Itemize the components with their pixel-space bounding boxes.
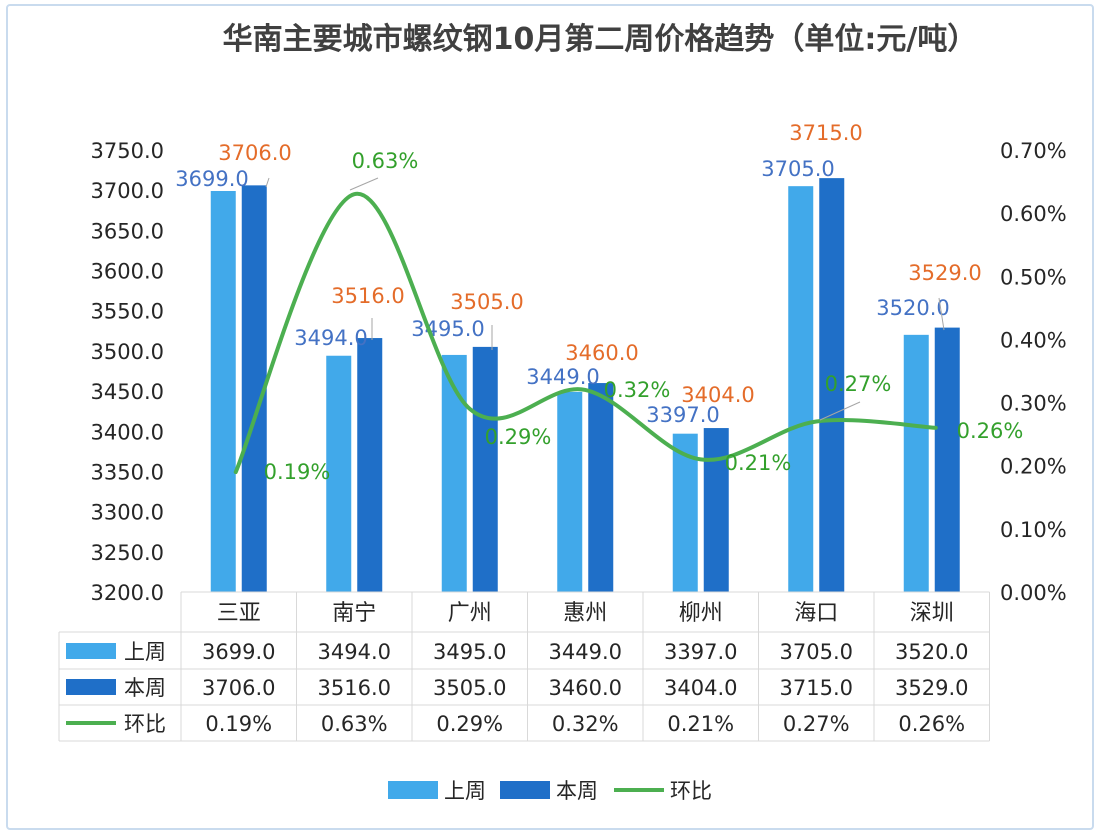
bar-上周 — [672, 433, 698, 592]
table-cell: 0.19% — [205, 712, 272, 736]
y-right-tick-label: 0.70% — [1000, 139, 1067, 163]
bar-data-label: 3495.0 — [411, 317, 484, 341]
bar-本周 — [703, 428, 729, 592]
line-data-label: 0.27% — [825, 372, 892, 396]
table-cell: 0.26% — [898, 712, 965, 736]
legend-key-本周 — [500, 781, 550, 799]
y-left-tick-label: 3500.0 — [91, 340, 164, 364]
line-series-环比 — [233, 192, 938, 475]
legend-label: 上周 — [444, 779, 486, 803]
table-legend-key-本周 — [66, 679, 116, 695]
y-left-tick-label: 3200.0 — [91, 581, 164, 605]
y-right-tick-label: 0.10% — [1000, 518, 1067, 542]
y-right-tick-label: 0.30% — [1000, 392, 1067, 416]
table-cell: 3495.0 — [433, 640, 506, 664]
table-cell: 0.21% — [667, 712, 734, 736]
legend-key-上周 — [388, 781, 438, 799]
y-right-tick-label: 0.00% — [1000, 581, 1067, 605]
line-data-label: 0.19% — [264, 460, 331, 484]
table-cell: 3705.0 — [780, 640, 853, 664]
table-legend-key-上周 — [66, 643, 116, 659]
line-data-label: 0.21% — [725, 451, 792, 475]
y-left-tick-label: 3400.0 — [91, 420, 164, 444]
bar-上周 — [903, 334, 929, 592]
table-cell: 3520.0 — [895, 640, 968, 664]
bar-上周 — [788, 186, 814, 592]
table-cell: 0.32% — [552, 712, 619, 736]
bar-本周 — [588, 383, 614, 592]
bar-data-label: 3404.0 — [681, 383, 754, 407]
y-right-tick-label: 0.20% — [1000, 455, 1067, 479]
bar-本周 — [357, 338, 383, 592]
table-cell: 0.27% — [783, 712, 850, 736]
bar-本周 — [472, 346, 498, 592]
bar-上周 — [210, 190, 236, 592]
line-data-label: 0.32% — [604, 378, 671, 402]
bar-data-label: 3715.0 — [789, 121, 862, 145]
y-left-tick-label: 3300.0 — [91, 501, 164, 525]
table-row-header: 上周 — [124, 640, 166, 664]
y-left-tick-label: 3450.0 — [91, 380, 164, 404]
table-cell: 3715.0 — [780, 676, 853, 700]
label-leader-line — [819, 401, 861, 421]
table-cell: 3404.0 — [664, 676, 737, 700]
category-label: 深圳 — [910, 601, 954, 626]
table-cell: 0.29% — [436, 712, 503, 736]
y-left-tick-label: 3550.0 — [91, 300, 164, 324]
category-label: 柳州 — [679, 601, 723, 626]
bar-data-label: 3505.0 — [450, 290, 523, 314]
bar-上周 — [557, 391, 583, 592]
bar-data-label: 3706.0 — [218, 141, 291, 165]
y-right-tick-label: 0.50% — [1000, 265, 1067, 289]
table-cell: 3460.0 — [549, 676, 622, 700]
line-data-label: 0.63% — [352, 149, 419, 173]
category-label: 惠州 — [563, 601, 607, 626]
table-cell: 3699.0 — [202, 640, 275, 664]
bar-上周 — [326, 355, 352, 592]
y-left-tick-label: 3600.0 — [91, 260, 164, 284]
bar-data-label: 3705.0 — [761, 157, 834, 181]
line-data-label: 0.26% — [957, 419, 1024, 443]
y-right-tick-label: 0.40% — [1000, 328, 1067, 352]
table-cell: 3397.0 — [664, 640, 737, 664]
y-left-tick-label: 3650.0 — [91, 219, 164, 243]
label-leader-line — [265, 177, 270, 188]
bar-data-label: 3529.0 — [908, 261, 981, 285]
y-left-tick-label: 3250.0 — [91, 541, 164, 565]
y-left-tick-label: 3700.0 — [91, 179, 164, 203]
y-right-tick-label: 0.60% — [1000, 202, 1067, 226]
table-cell: 3529.0 — [895, 676, 968, 700]
y-left-tick-label: 3750.0 — [91, 139, 164, 163]
bar-上周 — [441, 354, 467, 592]
category-label: 广州 — [448, 601, 492, 626]
category-label: 三亚 — [217, 601, 261, 626]
table-cell: 3449.0 — [549, 640, 622, 664]
table-cell: 3516.0 — [318, 676, 391, 700]
table-cell: 3706.0 — [202, 676, 275, 700]
chart-title: 华南主要城市螺纹钢10月第二周价格趋势（单位:元/吨） — [222, 22, 978, 57]
y-left-tick-label: 3350.0 — [91, 460, 164, 484]
bar-data-label: 3699.0 — [175, 167, 248, 191]
category-label: 海口 — [794, 601, 838, 626]
category-label: 南宁 — [332, 601, 376, 626]
legend-label: 环比 — [670, 779, 712, 803]
bar-data-label: 3449.0 — [526, 365, 599, 389]
line-data-label: 0.29% — [485, 425, 552, 449]
label-leader-line — [349, 177, 379, 191]
table-cell: 3505.0 — [433, 676, 506, 700]
table-cell: 3494.0 — [318, 640, 391, 664]
label-leader-line — [938, 297, 945, 331]
table-row-header: 环比 — [124, 712, 166, 736]
bar-data-label: 3397.0 — [646, 403, 719, 427]
bar-data-label: 3460.0 — [565, 341, 638, 365]
bar-data-label: 3516.0 — [331, 284, 404, 308]
bar-data-label: 3494.0 — [294, 326, 367, 350]
bar-本周 — [819, 178, 845, 593]
table-row-header: 本周 — [124, 676, 166, 700]
legend-label: 本周 — [556, 779, 598, 803]
bar-本周 — [934, 327, 960, 592]
table-cell: 0.63% — [321, 712, 388, 736]
bar-data-label: 3520.0 — [876, 296, 949, 320]
